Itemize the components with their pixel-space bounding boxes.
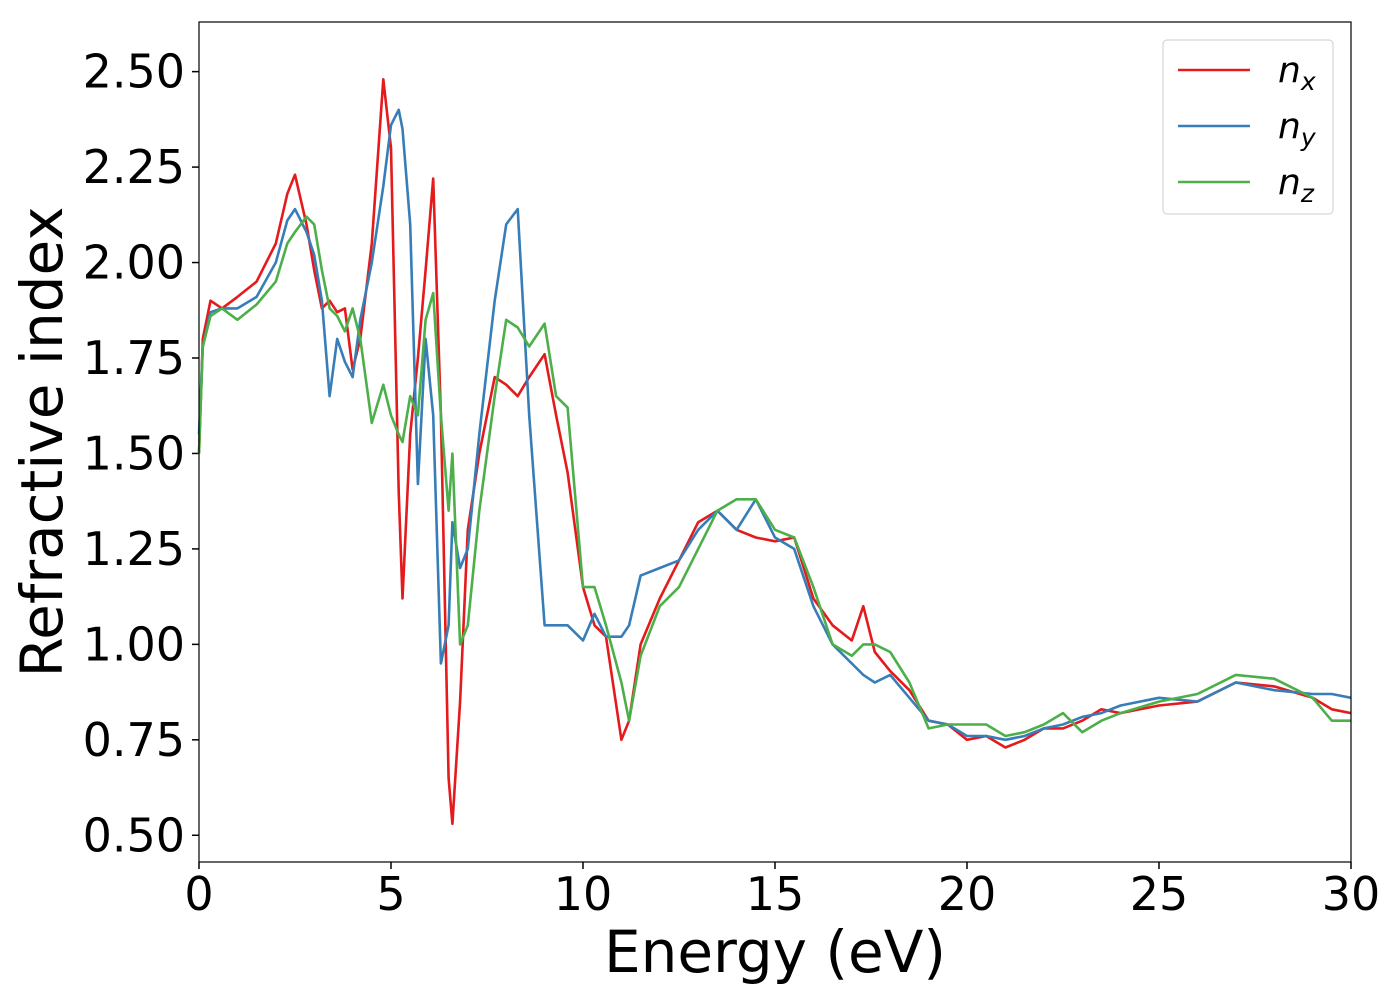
- x-tick-label: 30: [1322, 867, 1381, 921]
- y-tick-label: 1.75: [83, 331, 185, 385]
- legend-label: nz: [1278, 162, 1315, 208]
- y-tick-label: 1.25: [83, 522, 185, 576]
- x-tick-label: 0: [184, 867, 213, 921]
- legend-label: nx: [1278, 50, 1316, 96]
- y-tick-label: 2.25: [83, 140, 185, 194]
- x-tick-label: 15: [746, 867, 805, 921]
- x-tick-label: 25: [1130, 867, 1189, 921]
- y-axis-label: Refractive index: [8, 206, 76, 677]
- y-tick-label: 0.75: [83, 713, 185, 767]
- x-tick-label: 10: [554, 867, 613, 921]
- y-tick-label: 0.50: [83, 808, 185, 862]
- plot-area: [197, 78, 1352, 826]
- series-line: [197, 78, 1352, 826]
- y-tick-label: 1.50: [83, 426, 185, 480]
- legend-label: ny: [1278, 106, 1317, 152]
- y-tick-label: 2.00: [83, 236, 185, 290]
- x-tick-label: 20: [938, 867, 997, 921]
- x-tick-label: 5: [376, 867, 405, 921]
- y-tick-label: 2.50: [83, 45, 185, 99]
- series-line: [197, 215, 1351, 738]
- plot-frame: [198, 21, 1352, 863]
- y-tick-label: 1.00: [83, 617, 185, 671]
- series-line: [197, 108, 1352, 742]
- x-axis-label: Energy (eV): [604, 918, 946, 986]
